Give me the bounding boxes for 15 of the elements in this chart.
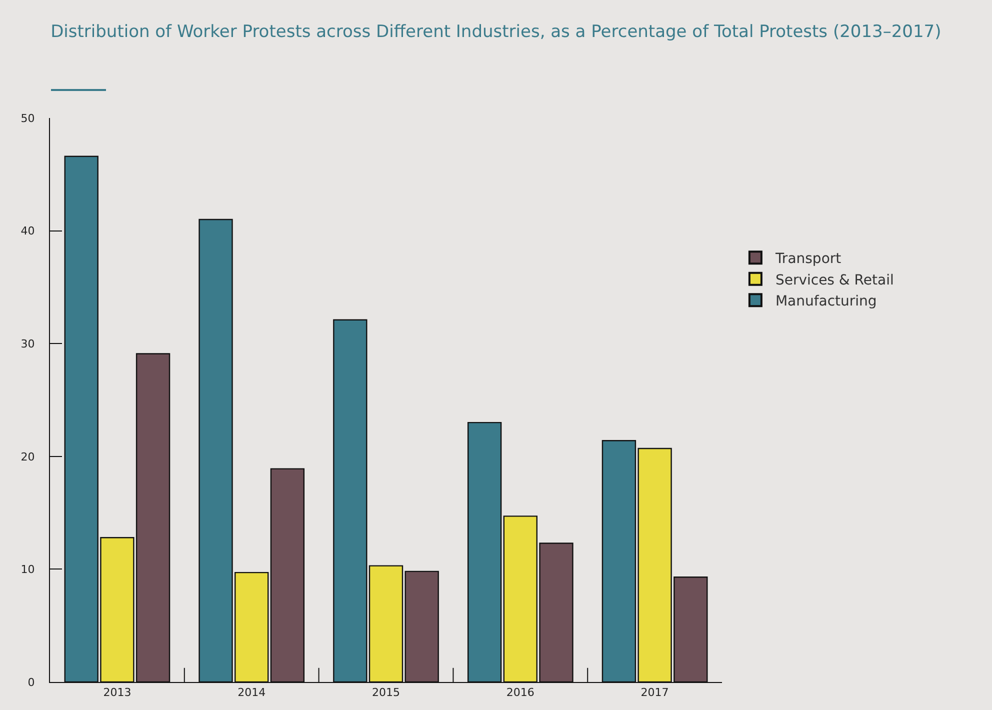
x-tick-label: 2014 (238, 686, 266, 700)
y-tick-label: 0 (28, 676, 35, 689)
legend-label: Manufacturing (775, 294, 877, 310)
y-tick-label: 30 (20, 337, 35, 350)
y-tick-label: 10 (20, 563, 35, 576)
x-tick-label: 2015 (372, 686, 400, 700)
y-tick-label: 40 (20, 224, 35, 238)
x-tick-label: 2016 (506, 686, 534, 700)
y-tick-label: 50 (20, 112, 35, 125)
x-tick-label: 2013 (103, 686, 132, 700)
x-tick-label: 2017 (640, 686, 669, 700)
legend-label: Transport (774, 251, 842, 268)
legend-label: Services & Retail (775, 272, 894, 288)
y-tick-label: 20 (20, 450, 35, 464)
chart-title: Distribution of Worker Protests across Different Industries, as a Percentage of Total Protests (2013–2017) (50, 22, 942, 42)
